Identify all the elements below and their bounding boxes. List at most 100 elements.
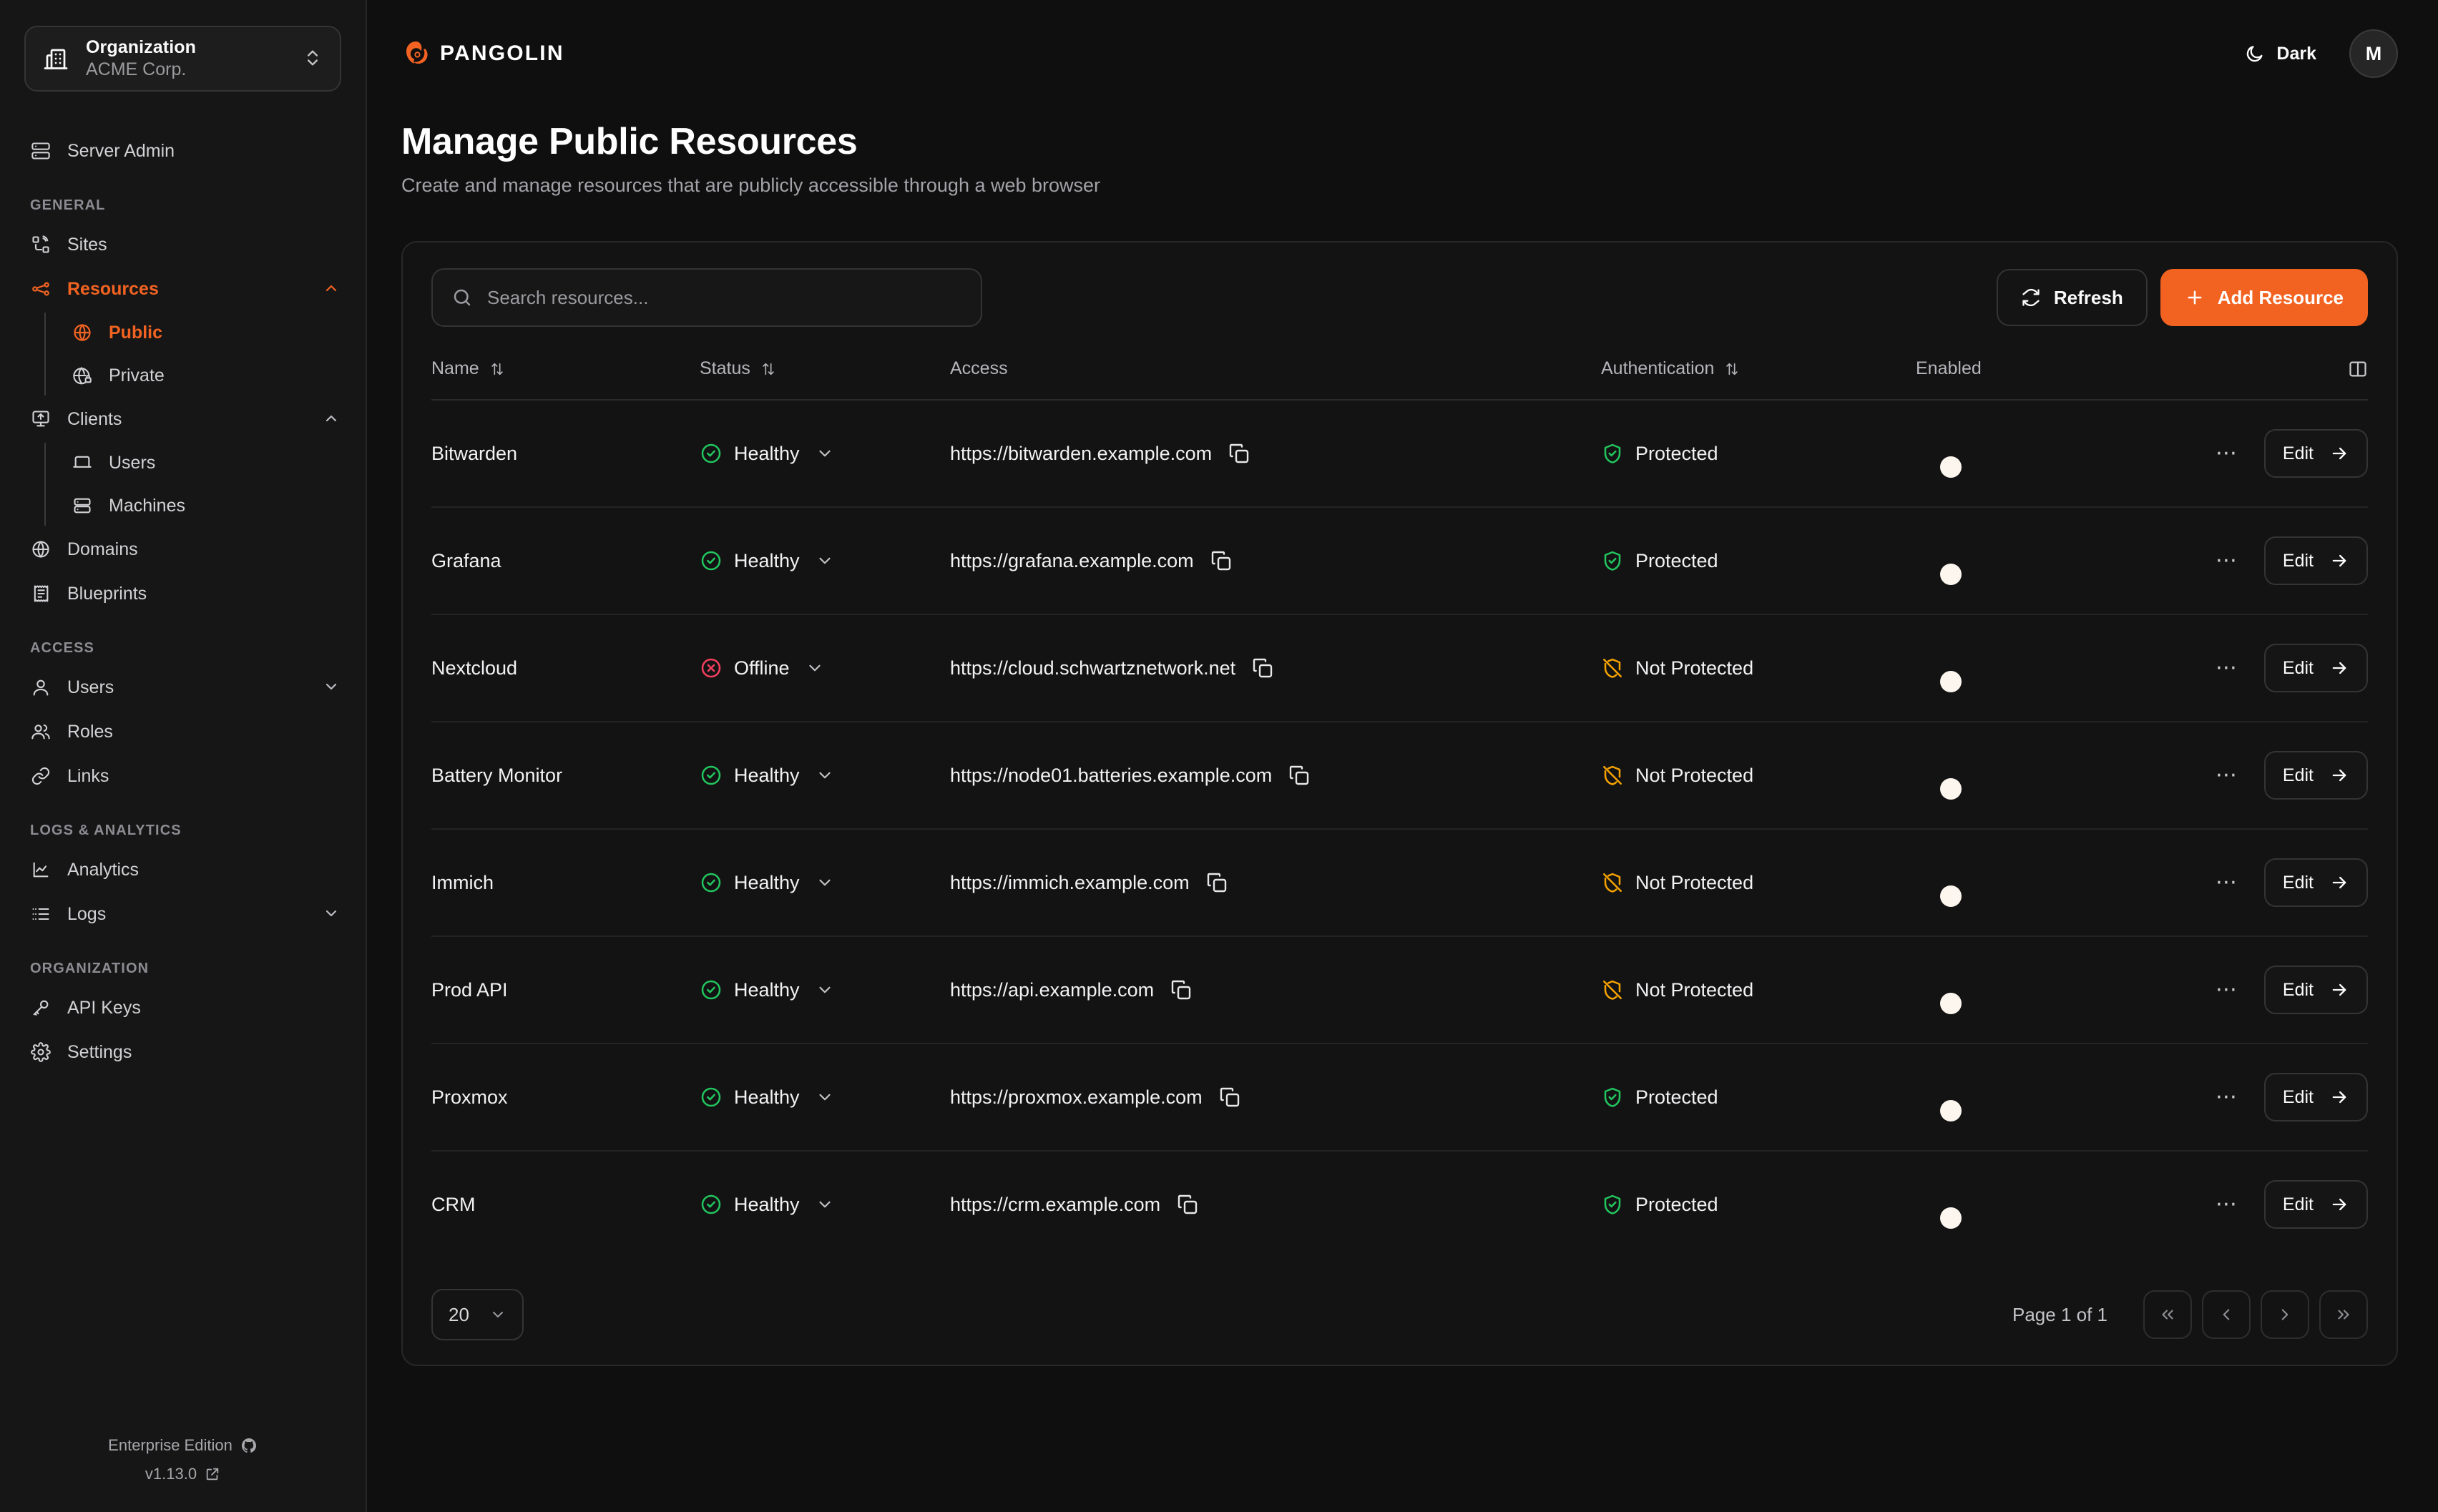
add-resource-button[interactable]: Add Resource	[2160, 269, 2368, 326]
column-header-status[interactable]: Status	[700, 358, 950, 401]
sidebar-item-settings[interactable]: Settings	[0, 1030, 366, 1074]
refresh-button[interactable]: Refresh	[1996, 269, 2148, 326]
sidebar-item-resources[interactable]: Resources	[0, 267, 366, 311]
chevron-down-icon[interactable]	[816, 551, 834, 570]
sidebar-item-clients[interactable]: Clients	[0, 397, 366, 441]
cell-status[interactable]: Healthy	[700, 1044, 950, 1152]
table-row[interactable]: Bitwarden Healthy https://bitwarden.exampl…	[431, 400, 2368, 508]
column-header-name[interactable]: Name	[431, 358, 700, 401]
version-link[interactable]: v1.13.0	[145, 1465, 220, 1483]
cell-status[interactable]: Healthy	[700, 400, 950, 508]
copy-icon[interactable]	[1218, 1086, 1241, 1109]
chevron-down-icon[interactable]	[816, 444, 834, 463]
chevron-down-icon[interactable]	[816, 766, 834, 785]
ellipsis-icon[interactable]: ⋯	[2215, 656, 2238, 679]
copy-icon[interactable]	[1251, 657, 1274, 679]
search-input[interactable]: Search resources...	[431, 268, 982, 327]
chevron-down-icon[interactable]	[816, 981, 834, 999]
edit-button[interactable]: Edit	[2263, 1073, 2368, 1121]
page-size-select[interactable]: 20	[431, 1289, 524, 1340]
cell-status[interactable]: Healthy	[700, 936, 950, 1044]
copy-icon[interactable]	[1205, 871, 1228, 894]
table-row[interactable]: Nextcloud Offline https://cloud.schwartzne…	[431, 614, 2368, 722]
sidebar-item-domains[interactable]: Domains	[0, 527, 366, 571]
chevron-down-icon[interactable]	[816, 1195, 834, 1214]
sidebar-item-public[interactable]: Public	[44, 311, 366, 354]
sidebar-item-users[interactable]: Users	[0, 665, 366, 710]
theme-toggle[interactable]: Dark	[2235, 38, 2326, 70]
sidebar-item-private[interactable]: Private	[44, 354, 366, 397]
chevron-down-icon[interactable]	[323, 905, 341, 923]
resource-url[interactable]: https://node01.batteries.example.com	[950, 764, 1273, 786]
ellipsis-icon[interactable]: ⋯	[2215, 763, 2238, 787]
next-page-button[interactable]	[2261, 1290, 2309, 1339]
avatar[interactable]: M	[2349, 29, 2398, 78]
sidebar-item-logs[interactable]: Logs	[0, 892, 366, 936]
copy-icon[interactable]	[1170, 978, 1193, 1001]
cell-name: Nextcloud	[431, 614, 700, 722]
resource-url[interactable]: https://crm.example.com	[950, 1193, 1161, 1215]
resource-url[interactable]: https://api.example.com	[950, 978, 1155, 1001]
chevron-down-icon[interactable]	[816, 1088, 834, 1106]
table-row[interactable]: CRM Healthy https://crm.example.com Protect…	[431, 1151, 2368, 1257]
cell-status[interactable]: Healthy	[700, 1151, 950, 1257]
sidebar-item-server-admin[interactable]: Server Admin	[0, 129, 366, 173]
edit-button[interactable]: Edit	[2263, 644, 2368, 692]
sidebar-item-api-keys[interactable]: API Keys	[0, 986, 366, 1030]
table-row[interactable]: Immich Healthy https://immich.example.com N…	[431, 829, 2368, 937]
resource-url[interactable]: https://cloud.schwartznetwork.net	[950, 657, 1236, 679]
edit-button[interactable]: Edit	[2263, 429, 2368, 478]
ellipsis-icon[interactable]: ⋯	[2215, 870, 2238, 894]
column-header-authentication[interactable]: Authentication	[1601, 358, 1916, 401]
ellipsis-icon[interactable]: ⋯	[2215, 1085, 2238, 1109]
resource-url[interactable]: https://proxmox.example.com	[950, 1086, 1203, 1108]
table-row[interactable]: Grafana Healthy https://grafana.example.co…	[431, 507, 2368, 615]
copy-icon[interactable]	[1228, 442, 1250, 465]
prev-page-button[interactable]	[2202, 1290, 2251, 1339]
sidebar-footer: Enterprise Edition v1.13.0	[0, 1436, 366, 1512]
resource-url[interactable]: https://bitwarden.example.com	[950, 442, 1213, 464]
resource-url[interactable]: https://grafana.example.com	[950, 549, 1194, 571]
chevron-up-icon[interactable]	[323, 410, 341, 428]
table-row[interactable]: Prod API Healthy https://api.example.com No…	[431, 936, 2368, 1044]
cell-status[interactable]: Healthy	[700, 829, 950, 937]
chevron-down-icon[interactable]	[806, 659, 824, 677]
resource-url[interactable]: https://immich.example.com	[950, 871, 1190, 893]
chevron-down-icon[interactable]	[816, 873, 834, 892]
copy-icon[interactable]	[1210, 549, 1233, 572]
columns-panel-icon[interactable]	[2348, 359, 2368, 379]
edition-link[interactable]: Enterprise Edition	[108, 1436, 258, 1455]
edit-button[interactable]: Edit	[2263, 1180, 2368, 1229]
cell-status[interactable]: Offline	[700, 614, 950, 722]
table-row[interactable]: Battery Monitor Healthy https://node01.bat…	[431, 722, 2368, 830]
brand[interactable]: PANGOLIN	[401, 39, 564, 68]
ellipsis-icon[interactable]: ⋯	[2215, 978, 2238, 1001]
copy-icon[interactable]	[1176, 1193, 1199, 1216]
edit-button[interactable]: Edit	[2263, 858, 2368, 907]
sidebar-item-analytics[interactable]: Analytics	[0, 848, 366, 892]
sidebar-item-clients-users[interactable]: Users	[44, 441, 366, 484]
resources-icon	[30, 278, 52, 300]
edit-button[interactable]: Edit	[2263, 966, 2368, 1014]
sidebar-item-links[interactable]: Links	[0, 754, 366, 798]
copy-icon[interactable]	[1288, 764, 1311, 787]
shield-check-icon	[1601, 549, 1624, 572]
sidebar-item-clients-machines[interactable]: Machines	[44, 484, 366, 527]
sidebar-item-roles[interactable]: Roles	[0, 710, 366, 754]
first-page-button[interactable]	[2143, 1290, 2192, 1339]
ellipsis-icon[interactable]: ⋯	[2215, 441, 2238, 465]
chevron-up-icon[interactable]	[323, 280, 341, 298]
edit-button[interactable]: Edit	[2263, 751, 2368, 800]
edit-button[interactable]: Edit	[2263, 536, 2368, 585]
last-page-button[interactable]	[2319, 1290, 2368, 1339]
cell-status[interactable]: Healthy	[700, 722, 950, 830]
chevron-down-icon[interactable]	[323, 678, 341, 697]
sidebar-item-sites[interactable]: Sites	[0, 222, 366, 267]
ellipsis-icon[interactable]: ⋯	[2215, 1192, 2238, 1216]
cell-status[interactable]: Healthy	[700, 507, 950, 615]
org-switcher[interactable]: Organization ACME Corp.	[24, 26, 341, 92]
ellipsis-icon[interactable]: ⋯	[2215, 549, 2238, 572]
table-row[interactable]: Proxmox Healthy https://proxmox.example.co…	[431, 1044, 2368, 1152]
sidebar-item-blueprints[interactable]: Blueprints	[0, 571, 366, 616]
column-header-actions[interactable]	[2130, 358, 2368, 401]
